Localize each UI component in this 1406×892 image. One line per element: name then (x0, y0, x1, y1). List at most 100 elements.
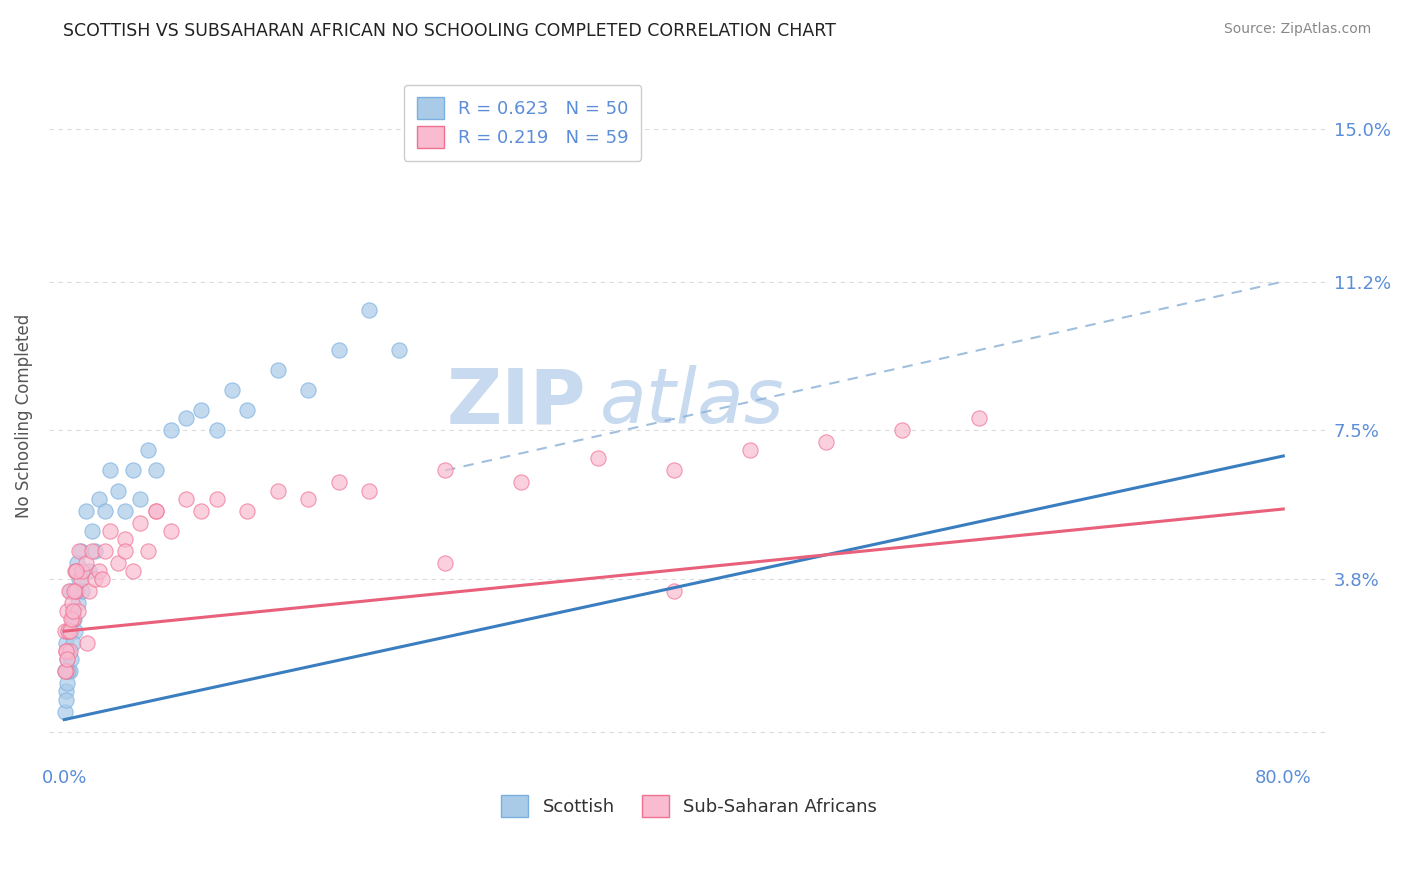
Point (62, 636, 84, 650)
Point (70, 544, 93, 558)
Point (77, 584, 100, 599)
Point (297, 383, 319, 397)
Point (174, 411, 197, 425)
Point (136, 544, 159, 558)
Point (94, 544, 117, 558)
Point (89, 564, 111, 578)
Point (266, 483, 288, 498)
Point (738, 443, 761, 458)
Point (357, 302, 380, 317)
Point (56, 624, 79, 639)
Point (55, 644, 77, 658)
Text: SCOTTISH VS SUBSAHARAN AFRICAN NO SCHOOLING COMPLETED CORRELATION CHART: SCOTTISH VS SUBSAHARAN AFRICAN NO SCHOOL… (63, 22, 837, 40)
Point (434, 463, 457, 477)
Point (388, 343, 411, 357)
Point (190, 503, 212, 517)
Point (174, 491, 197, 506)
Point (65, 584, 87, 599)
Point (98, 463, 121, 477)
Point (205, 491, 228, 506)
Point (129, 516, 152, 530)
Point (63, 564, 86, 578)
Point (55, 692, 77, 706)
Point (236, 503, 259, 517)
Point (967, 411, 990, 425)
Point (62, 604, 84, 618)
Point (80, 524, 103, 538)
Point (65, 564, 87, 578)
Point (77, 564, 100, 578)
Point (145, 503, 167, 517)
Point (63, 612, 86, 626)
Point (236, 403, 259, 417)
Point (55, 665, 77, 679)
Point (62, 604, 84, 618)
Point (586, 451, 609, 466)
Point (66, 596, 89, 610)
Point (58, 665, 80, 679)
Point (662, 463, 685, 477)
Point (91, 572, 114, 586)
Point (55, 705, 77, 719)
Point (75, 503, 97, 517)
Point (136, 443, 159, 458)
Point (65, 564, 87, 578)
Point (145, 503, 167, 517)
Point (58, 624, 80, 639)
Point (662, 584, 685, 599)
Point (63, 584, 86, 599)
Point (815, 435, 838, 450)
Point (328, 343, 350, 357)
Point (357, 483, 380, 498)
Point (107, 556, 129, 570)
Point (69, 544, 91, 558)
Point (76, 636, 98, 650)
Point (56, 644, 79, 658)
Point (56, 676, 79, 690)
Text: atlas: atlas (599, 365, 785, 439)
Point (891, 423, 914, 437)
Point (107, 483, 129, 498)
Point (121, 463, 143, 477)
Point (98, 524, 121, 538)
Point (58, 584, 80, 599)
Point (60, 612, 83, 626)
Point (55, 684, 77, 698)
Point (266, 363, 288, 377)
Text: ZIP: ZIP (447, 365, 586, 439)
Point (59, 665, 82, 679)
Point (434, 556, 457, 570)
Point (221, 383, 243, 397)
Point (205, 423, 228, 437)
Point (56, 652, 79, 666)
Point (160, 524, 183, 538)
Point (114, 532, 136, 546)
Point (114, 503, 136, 517)
Point (66, 604, 89, 618)
Point (89, 491, 111, 506)
Point (121, 564, 143, 578)
Point (83, 544, 105, 558)
Point (55, 665, 77, 679)
Legend: Scottish, Sub-Saharan Africans: Scottish, Sub-Saharan Africans (494, 788, 884, 824)
Point (80, 544, 103, 558)
Point (58, 584, 80, 599)
Point (70, 572, 93, 586)
Point (75, 556, 97, 570)
Y-axis label: No Schooling Completed: No Schooling Completed (15, 314, 32, 518)
Point (56, 624, 79, 639)
Point (190, 403, 212, 417)
Point (72, 564, 94, 578)
Point (83, 572, 105, 586)
Point (66, 556, 89, 570)
Point (56, 604, 79, 618)
Point (145, 463, 167, 477)
Point (160, 423, 183, 437)
Point (72, 584, 94, 599)
Point (55, 636, 77, 650)
Point (69, 572, 91, 586)
Text: Source: ZipAtlas.com: Source: ZipAtlas.com (1223, 22, 1371, 37)
Point (60, 612, 83, 626)
Point (60, 596, 83, 610)
Point (58, 644, 80, 658)
